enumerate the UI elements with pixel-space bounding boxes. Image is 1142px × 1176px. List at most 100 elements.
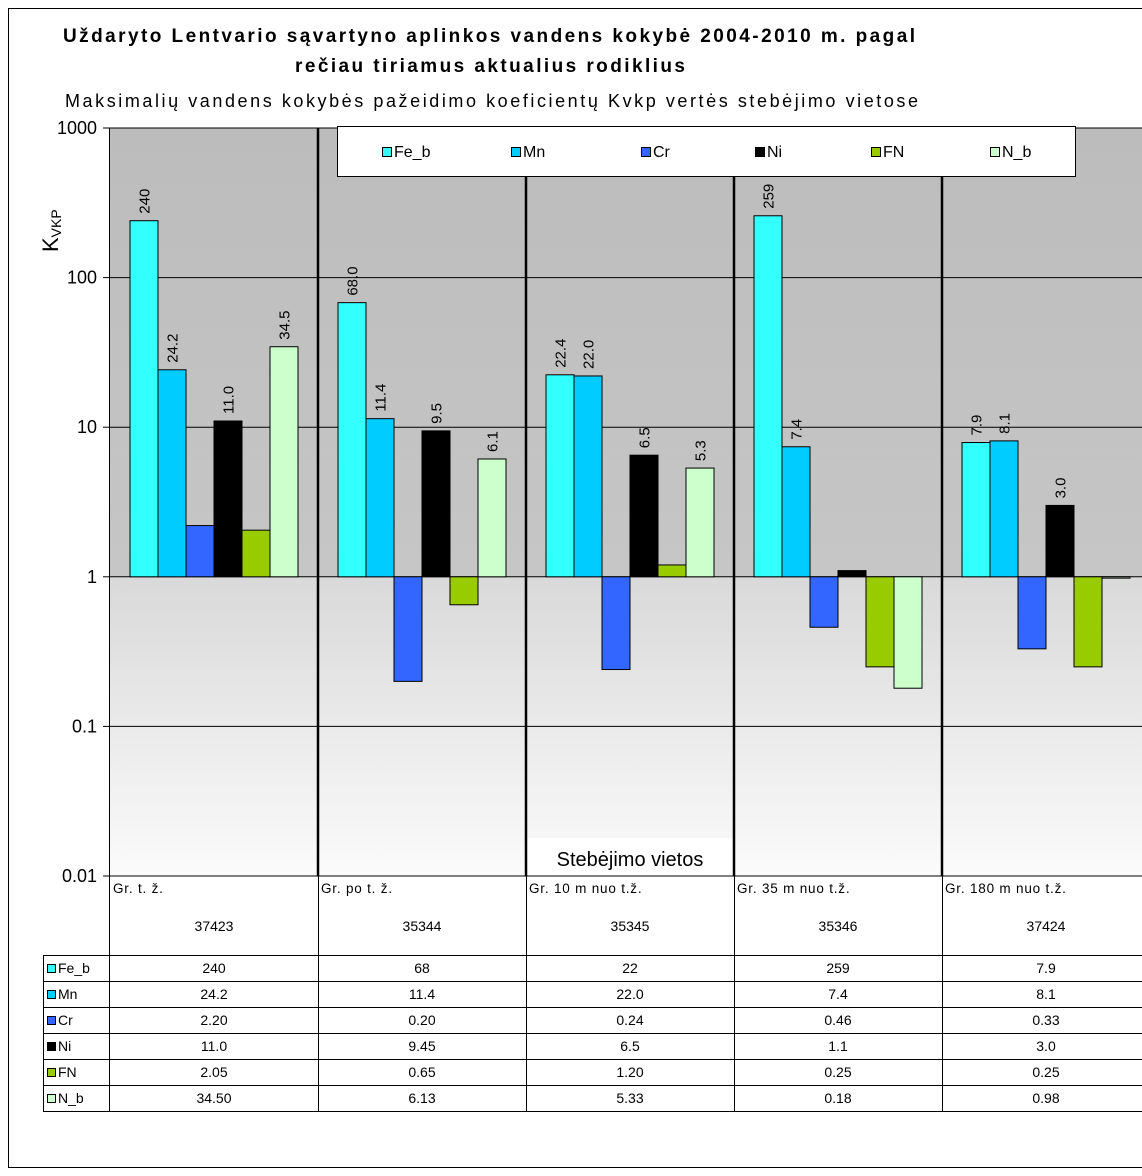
table-cell: 7.4 — [828, 986, 848, 1002]
bar-fe-b-4 — [753, 215, 783, 578]
bar-n-b-1 — [269, 346, 299, 578]
chart-subtitle: Maksimalių vandens kokybės pažeidimo koe… — [65, 91, 918, 111]
table-row-swatch — [47, 1094, 56, 1103]
category-header: Gr. t. ž. 37423 Gr. po t. ž. 35344 Gr. 10 m … — [113, 881, 1067, 934]
table-row-label: FN — [58, 1064, 77, 1080]
data-label-fe-b-1: 240 — [137, 189, 154, 214]
legend-label: Cr — [653, 144, 671, 161]
bar-mn-5 — [989, 440, 1019, 578]
table-row-swatch — [47, 1016, 56, 1025]
bar-mn-2 — [365, 418, 395, 578]
data-label-ni-5: 3.0 — [1053, 478, 1070, 499]
table-cell: 0.18 — [824, 1090, 851, 1106]
table-row-mn: Mn 24.2 11.4 22.0 7.4 8.1 — [47, 986, 1056, 1002]
data-label-ni-3: 6.5 — [637, 427, 654, 448]
legend-swatch — [382, 147, 392, 157]
bar-ni-4 — [837, 570, 867, 578]
data-label-mn-4: 7.4 — [789, 419, 806, 440]
table-cell: 2.05 — [200, 1064, 227, 1080]
table-cell: 7.9 — [1036, 960, 1056, 976]
data-label-fe-b-5: 7.9 — [969, 415, 986, 436]
legend-swatch — [755, 147, 765, 157]
legend-item-fe-b: Fe_b — [382, 144, 431, 161]
table-row-swatch — [47, 990, 56, 999]
bar-ni-3 — [629, 454, 659, 578]
table-cell: 1.20 — [616, 1064, 643, 1080]
table-cell: 6.13 — [408, 1090, 435, 1106]
table-row-n-b: N_b 34.50 6.13 5.33 0.18 0.98 — [47, 1090, 1060, 1106]
legend-item-ni: Ni — [755, 144, 782, 161]
legend: Fe_b Mn Cr Ni FN N_b — [337, 126, 1076, 177]
bar-cr-5 — [1017, 576, 1047, 650]
table-row-swatch — [47, 1042, 56, 1051]
category-code: 37424 — [1027, 918, 1066, 934]
bar-fn-1 — [241, 529, 271, 578]
legend-swatch — [871, 147, 881, 157]
bar-n-b-2 — [477, 458, 507, 578]
table-cell: 8.1 — [1036, 986, 1056, 1002]
category-label: Gr. t. ž. — [113, 881, 164, 896]
data-label-mn-2: 11.4 — [373, 384, 390, 412]
table-row-label: Mn — [58, 986, 77, 1002]
y-tick-label: 100 — [67, 268, 97, 288]
table-cell: 22 — [622, 960, 638, 976]
y-tick-label: 1000 — [57, 118, 97, 138]
data-label-fe-b-4: 259 — [761, 184, 778, 209]
table-row-fe-b: Fe_b 240 68 22 259 7.9 — [47, 960, 1056, 976]
table-cell: 11.0 — [201, 1038, 227, 1054]
table-row-label: Cr — [58, 1012, 73, 1028]
category-label: Gr. 180 m nuo t.ž. — [945, 881, 1067, 896]
table-lines — [43, 876, 943, 1111]
table-row-cr: Cr 2.20 0.20 0.24 0.46 0.33 — [47, 1012, 1060, 1028]
category-code: 35345 — [611, 918, 650, 934]
table-cell: 0.25 — [1032, 1064, 1059, 1080]
table-cell: 0.65 — [408, 1064, 435, 1080]
legend-label: Ni — [767, 144, 782, 161]
category-label: Gr. 35 m nuo t.ž. — [737, 881, 850, 896]
legend-label: Fe_b — [394, 144, 431, 161]
bar-cr-1 — [185, 525, 215, 578]
table-row-ni: Ni 11.0 9.45 6.5 1.1 3.0 — [47, 1038, 1056, 1054]
group-separators — [316, 128, 944, 876]
outer-frame — [8, 8, 1142, 1168]
table-row-lines — [43, 955, 1142, 1112]
bar-fn-5 — [1073, 576, 1103, 668]
y-axis-label-main: K — [38, 237, 63, 252]
bar-fe-b-1 — [129, 220, 159, 578]
bar-mn-3 — [573, 375, 603, 578]
legend-label: FN — [883, 144, 904, 161]
legend-items: Fe_b Mn Cr Ni FN N_b — [382, 144, 1031, 161]
legend-item-mn: Mn — [511, 144, 545, 161]
data-label-ni-2: 9.5 — [429, 403, 446, 424]
data-label-n-b-3: 5.3 — [693, 440, 710, 461]
category-code: 35346 — [819, 918, 858, 934]
category-label: Gr. po t. ž. — [321, 881, 393, 896]
x-axis-label-box — [527, 838, 733, 876]
table-row-fn: FN 2.05 0.65 1.20 0.25 0.25 — [47, 1064, 1060, 1080]
y-tick-label: 1 — [87, 567, 97, 587]
data-label-fe-b-2: 68.0 — [345, 266, 362, 295]
table-cell: 0.98 — [1032, 1090, 1059, 1106]
y-tick-label: 10 — [77, 417, 97, 437]
table-cell: 0.33 — [1032, 1012, 1059, 1028]
table-cell: 259 — [826, 960, 850, 976]
legend-label: N_b — [1002, 144, 1031, 161]
bar-n-b-5 — [1101, 576, 1131, 579]
bar-n-b-3 — [685, 467, 715, 578]
y-axis-ticks: 1000 100 10 1 0.1 0.01 — [57, 118, 109, 886]
bar-ni-2 — [421, 430, 451, 578]
legend-item-fn: FN — [871, 144, 904, 161]
bar-cr-2 — [393, 576, 423, 682]
table-cell: 34.50 — [196, 1090, 231, 1106]
bar-fe-b-3 — [545, 374, 575, 578]
table-row-label: N_b — [58, 1090, 84, 1106]
y-tick-label: 0.01 — [62, 866, 97, 886]
y-axis-label-sub: VKP — [48, 209, 64, 237]
table-row-swatch — [47, 1068, 56, 1077]
table-cell: 24.2 — [200, 986, 227, 1002]
legend-label: Mn — [523, 144, 545, 161]
legend-box — [337, 126, 1076, 177]
table-cell: 1.1 — [828, 1038, 848, 1054]
table-cell: 68 — [414, 960, 430, 976]
